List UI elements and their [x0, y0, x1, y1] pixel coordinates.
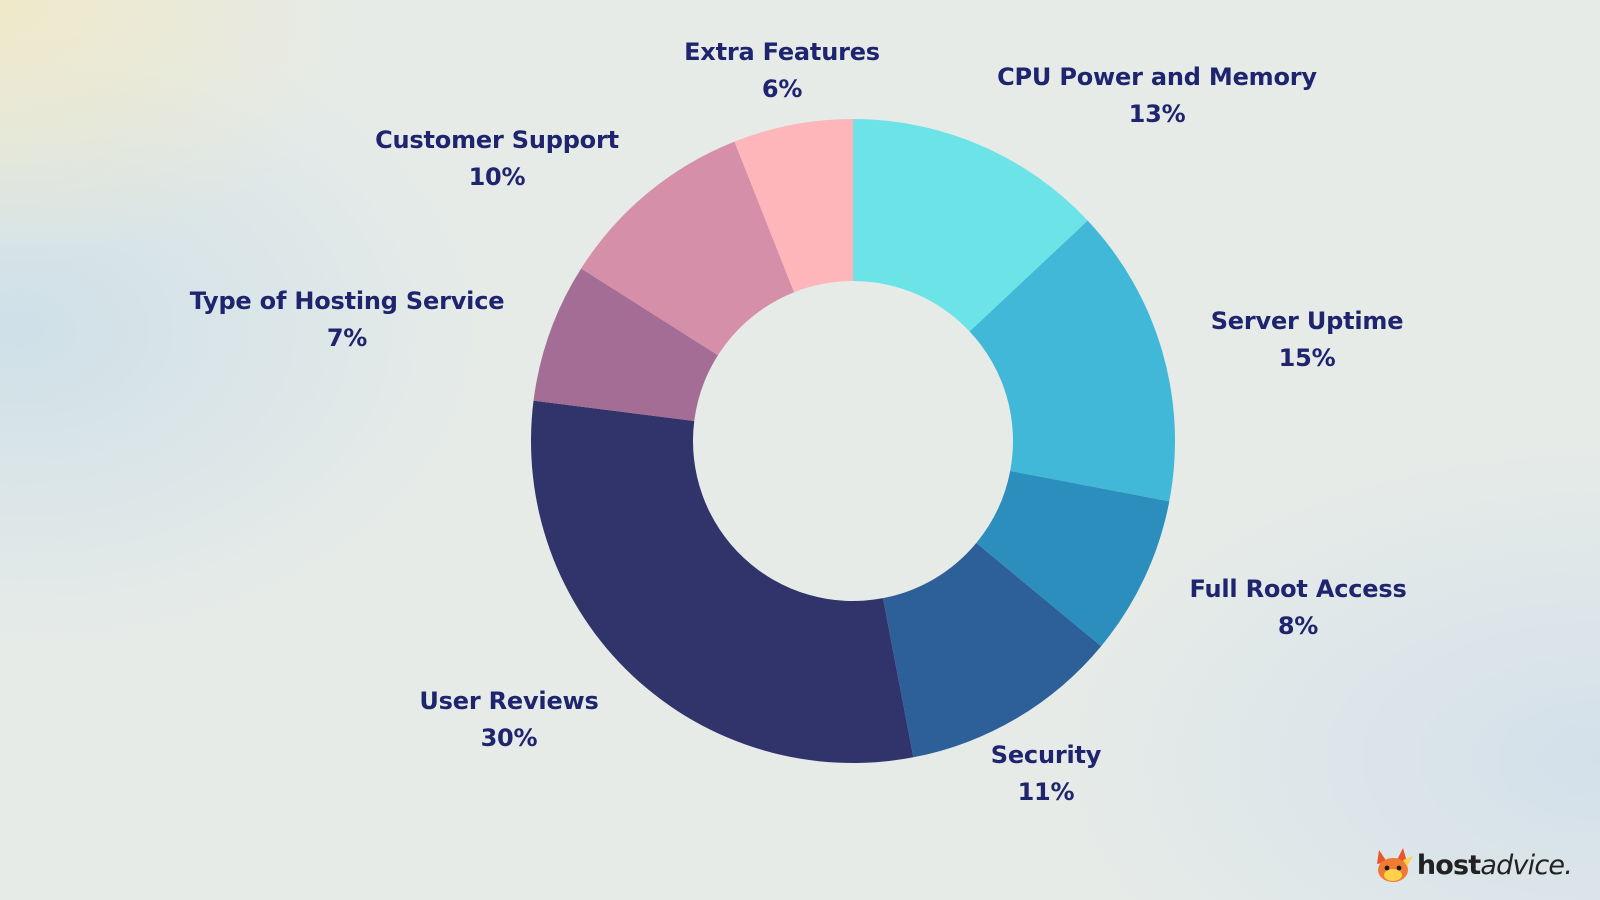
donut-slice-type-of-hosting-service	[533, 268, 718, 421]
slice-label-name: Type of Hosting Service	[189, 287, 505, 315]
slice-label-value: 15%	[1278, 344, 1336, 372]
slice-label-name: Customer Support	[375, 126, 619, 154]
slice-label: Customer Support 10%	[375, 122, 619, 196]
donut-slice-full-root-access	[976, 470, 1170, 647]
slice-label-name: Full Root Access	[1189, 575, 1407, 603]
slice-label-name: Server Uptime	[1210, 307, 1404, 335]
slice-label-name: Extra Features	[684, 38, 880, 66]
slice-label-name: Security	[990, 741, 1102, 769]
donut-slice-security	[882, 542, 1102, 758]
slice-label: User Reviews 30%	[419, 683, 598, 757]
donut-slice-extra-features	[734, 119, 853, 293]
fox-mascot-icon	[1376, 848, 1413, 882]
donut-slice-server-uptime	[969, 220, 1175, 502]
slice-label-value: 30%	[480, 724, 538, 752]
slice-label-name: User Reviews	[419, 687, 599, 715]
hostadvice-logo: hostadvice.	[1373, 846, 1573, 884]
slice-label: Extra Features 6%	[684, 34, 880, 108]
donut-slice-cpu-power-and-memory	[853, 119, 1088, 332]
slice-label-value: 7%	[326, 324, 368, 352]
slice-label-name: CPU Power and Memory	[997, 63, 1317, 91]
slice-label: Type of Hosting Service 7%	[190, 283, 505, 357]
slice-label-value: 10%	[468, 163, 526, 191]
slice-label: Server Uptime 15%	[1211, 303, 1404, 377]
slice-label: CPU Power and Memory 13%	[997, 59, 1317, 133]
donut-slice-user-reviews	[531, 400, 914, 764]
donut-slice-customer-support	[581, 141, 795, 356]
slice-label: Full Root Access 8%	[1189, 571, 1406, 645]
brand-wordmark: hostadvice.	[1416, 849, 1573, 881]
slice-label-value: 6%	[761, 75, 803, 103]
slice-label-value: 8%	[1277, 612, 1319, 640]
slice-label-value: 13%	[1128, 100, 1186, 128]
slice-label: Security 11%	[990, 737, 1102, 811]
slice-label-value: 11%	[1017, 778, 1075, 806]
